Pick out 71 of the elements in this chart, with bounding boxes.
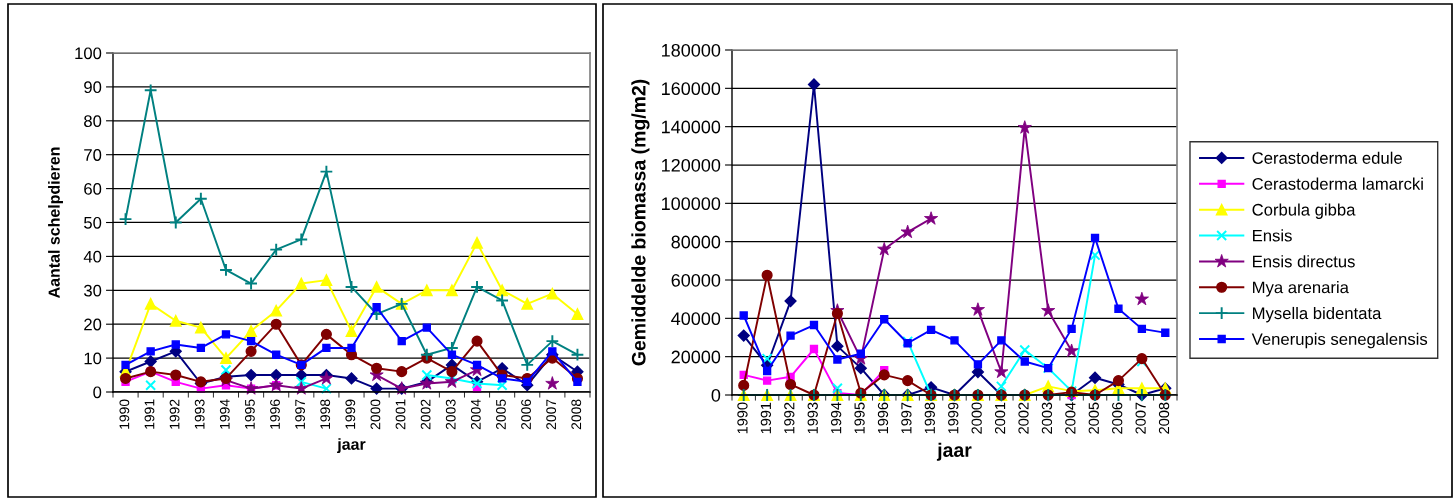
legend-label: Cerastoderma lamarcki (1252, 177, 1423, 190)
y-tick-label: 120000 (662, 158, 721, 172)
y-tick-label: 140000 (662, 120, 721, 134)
x-tick-label: 2008 (571, 399, 582, 430)
x-tick-label: 2006 (1112, 402, 1123, 434)
y-tick-label: 90 (84, 81, 102, 94)
y-tick-label: 100 (75, 47, 102, 60)
x-tick-label: 2003 (1041, 402, 1053, 434)
x-tick-label: 1998 (924, 402, 935, 434)
y-tick-label: 60 (84, 183, 102, 195)
x-tick-label: 2002 (1018, 402, 1029, 434)
x-axis-title: jaar (337, 438, 366, 454)
y-tick-label: 80 (84, 115, 102, 127)
y-tick-label: 100000 (662, 197, 721, 211)
x-tick-label: 2007 (1135, 402, 1146, 434)
y-tick-label: 180000 (662, 43, 721, 57)
x-tick-label: 2002 (420, 399, 431, 430)
x-axis-title: jaar (936, 442, 972, 461)
x-tick-label: 2000 (971, 402, 982, 434)
y-tick-label: 10 (84, 352, 102, 365)
x-tick-label: 1994 (830, 402, 842, 434)
x-tick-label: 1996 (270, 399, 280, 429)
x-tick-label: 1999 (948, 402, 959, 434)
x-tick-label: 2006 (521, 399, 531, 430)
x-tick-label: 2005 (496, 399, 506, 430)
x-tick-label: 1991 (760, 402, 772, 434)
x-tick-label: 2007 (546, 399, 557, 430)
x-tick-label: 1995 (244, 399, 255, 429)
x-tick-label: 1992 (169, 399, 180, 429)
x-tick-label: 2008 (1158, 402, 1170, 434)
x-tick-label: 2003 (445, 399, 456, 430)
legend-label: Venerupis senegalensis (1251, 332, 1428, 349)
x-tick-label: 1994 (219, 399, 230, 429)
y-tick-label: 20 (84, 318, 102, 331)
y-tick-label: 40 (83, 250, 102, 263)
y-tick-label: 50 (84, 216, 102, 229)
legend-label: Mya arenaria (1253, 281, 1349, 297)
x-tick-label: 1995 (854, 402, 865, 434)
x-tick-label: 1997 (295, 399, 306, 429)
y-axis-title: Gemiddelde biomassa (mg/m2) (631, 79, 650, 366)
y-tick-label: 20000 (671, 350, 721, 364)
y-tick-label: 60000 (671, 273, 721, 287)
x-tick-label: 1996 (877, 402, 889, 434)
y-tick-label: 30 (83, 284, 102, 297)
x-tick-label: 1993 (194, 399, 205, 429)
legend-label: Ensis directus (1253, 255, 1355, 268)
legend-label: Cerastoderma edule (1252, 151, 1402, 164)
y-tick-label: 80000 (671, 235, 721, 249)
x-tick-label: 1997 (901, 402, 912, 434)
x-tick-label: 1993 (807, 402, 818, 434)
legend-label: Corbula gibba (1252, 203, 1356, 219)
x-tick-label: 1999 (345, 399, 356, 429)
x-tick-label: 1990 (119, 399, 130, 429)
x-tick-label: 2001 (994, 402, 1006, 434)
x-tick-label: 2004 (1065, 402, 1076, 434)
x-tick-label: 2005 (1088, 402, 1099, 434)
x-tick-label: 1992 (784, 402, 795, 434)
y-tick-label: 70 (84, 149, 102, 161)
y-tick-label: 40000 (671, 312, 721, 326)
x-tick-label: 2004 (470, 399, 481, 430)
y-tick-label: 0 (711, 388, 721, 402)
y-tick-label: 160000 (662, 82, 721, 96)
legend-label: Ensis (1253, 229, 1292, 242)
y-axis-title: Aantal schelpdieren (48, 147, 63, 298)
x-tick-label: 2001 (395, 399, 406, 430)
x-tick-label: 2000 (370, 399, 381, 430)
legend-label: Mysella bidentata (1253, 306, 1382, 323)
x-tick-label: 1998 (320, 399, 331, 429)
x-tick-label: 1990 (737, 402, 748, 434)
x-tick-label: 1991 (144, 399, 155, 429)
y-tick-label: 0 (93, 386, 102, 399)
